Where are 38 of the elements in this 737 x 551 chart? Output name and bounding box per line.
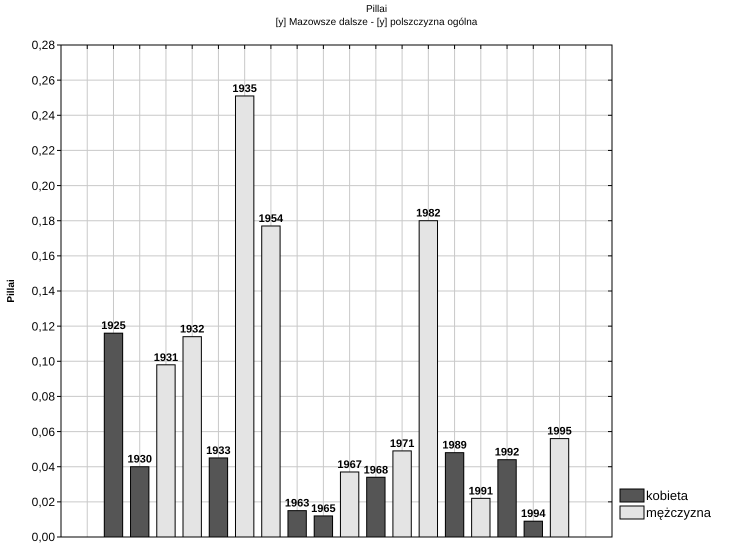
x-tick-label: 1933 (206, 444, 231, 457)
x-tick-label: 1982 (416, 208, 441, 220)
x-tick-label: 1931 (154, 352, 178, 364)
x-tick-label: 1963 (284, 498, 310, 510)
y-tick-label: 0,16 (32, 249, 56, 264)
y-tick-label: 0,20 (32, 178, 56, 193)
chart-title: Pillai (366, 4, 388, 15)
x-tick-label: 1991 (468, 485, 494, 498)
x-tick-label: 1992 (494, 446, 520, 459)
x-tick-label: 1965 (311, 502, 336, 515)
x-tick-label: 1930 (127, 454, 152, 466)
x-tick-label: 1954 (258, 212, 284, 225)
y-tick-label: 0,24 (32, 108, 56, 122)
y-tick-label: 0,18 (32, 214, 56, 228)
y-tick-label: 0,04 (32, 460, 56, 474)
y-axis-title: Pillai (6, 279, 17, 303)
y-tick-label: 0,28 (32, 38, 56, 52)
y-tick-label: 0,22 (32, 144, 56, 158)
x-tick-label: 1967 (337, 458, 362, 471)
y-tick-label: 0,06 (32, 424, 56, 439)
x-tick-label: 1971 (390, 438, 414, 450)
x-tick-label: 1968 (364, 464, 388, 476)
x-tick-label: 1989 (442, 440, 467, 452)
y-tick-label: 0,26 (32, 73, 56, 88)
x-tick-label: 1935 (232, 82, 257, 95)
y-tick-label: 0,02 (32, 495, 56, 510)
x-tick-label: 1995 (547, 426, 572, 438)
y-tick-label: 0,00 (32, 530, 56, 544)
y-tick-label: 0,14 (32, 284, 56, 298)
x-tick-label: 1925 (101, 320, 126, 332)
legend-label: mężczyzna (646, 505, 712, 520)
x-tick-label: 1932 (180, 324, 204, 336)
y-tick-label: 0,12 (32, 319, 56, 334)
legend-label: kobieta (646, 488, 689, 503)
y-tick-label: 0,08 (32, 390, 56, 404)
y-tick-label: 0,10 (32, 354, 56, 368)
chart-subtitle: [y] Mazowsze dalsze - [y] polszczyzna ogólna (276, 17, 478, 28)
x-tick-label: 1994 (521, 508, 546, 520)
